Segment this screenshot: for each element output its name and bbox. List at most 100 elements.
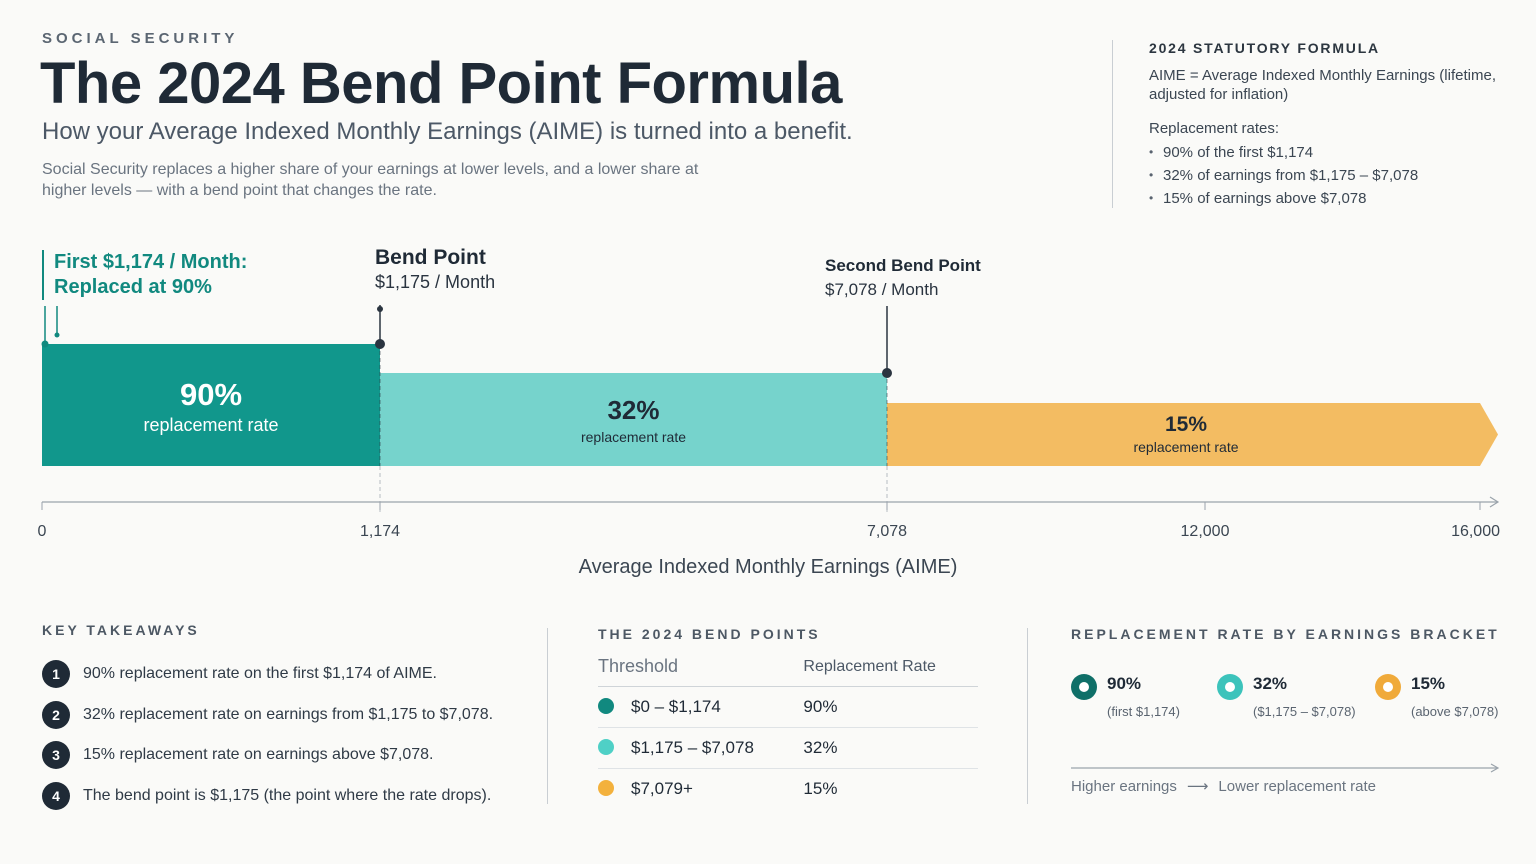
takeaways-list: 1 90% replacement rate on the first $1,17… [42, 654, 522, 816]
subtitle: How your Average Indexed Monthly Earning… [42, 118, 853, 145]
rate-cell: 32% [803, 727, 978, 769]
bend-point-title: Bend Point [375, 246, 486, 269]
segment-sublabel: replacement rate [143, 415, 279, 435]
bar-segment-32 [380, 373, 887, 466]
takeaway-text: 15% replacement rate on earnings above $… [83, 746, 434, 764]
second-bend-point-value: $7,078 / Month [825, 280, 939, 299]
description: Social Security replaces a higher share … [42, 161, 699, 199]
segment-pct: 90% [179, 377, 243, 412]
color-dot-icon [598, 739, 614, 755]
bend-points-table: THE 2024 BEND POINTS Threshold Replaceme… [598, 626, 978, 810]
x-tick-label: 1,174 [360, 523, 400, 540]
threshold-text: $1,175 – $7,078 [631, 738, 754, 757]
rate-legend: REPLACEMENT RATE BY EARNINGS BRACKET 90%… [1071, 626, 1501, 795]
formula-panel: 2024 STATUTORY FORMULA AIME = Average In… [1112, 40, 1522, 210]
segment-sublabel: replacement rate [580, 429, 687, 445]
rates-heading: Replacement rates: [1149, 120, 1280, 137]
bend-table-heading: THE 2024 BEND POINTS [598, 626, 821, 642]
legend-range: (above $7,078) [1411, 704, 1499, 719]
x-tick-label: 0 [38, 523, 47, 540]
takeaways-heading: KEY TAKEAWAYS [42, 622, 200, 638]
ring-icon [1217, 674, 1243, 700]
legend-range: ($1,175 – $7,078) [1253, 704, 1356, 719]
rates-list: 90% of the first $1,174 32% of earnings … [1149, 141, 1522, 210]
table-header-row: Threshold Replacement Rate [598, 656, 978, 687]
legend-range: (first $1,174) [1107, 704, 1180, 719]
x-tick-label: 16,000 [1451, 523, 1500, 540]
table-row: $1,175 – $7,078 32% [598, 727, 978, 769]
segment-label-15: 15% replacement rate [887, 413, 1485, 455]
first-bracket-line1: First $1,174 / Month: [54, 251, 248, 273]
threshold-text: $7,079+ [631, 779, 693, 799]
takeaway-text: 90% replacement rate on the first $1,174… [83, 665, 437, 683]
color-dot-icon [598, 698, 614, 714]
threshold-cell: $1,175 – $7,078 [598, 727, 804, 769]
number-badge: 4 [42, 781, 70, 810]
second-bend-point-title: Second Bend Point [825, 256, 981, 275]
color-dot-icon [598, 780, 614, 797]
first-bracket-annotation: First $1,174 / Month: Replaced at 90% [42, 250, 247, 300]
segment-pct: 15% [1164, 413, 1208, 436]
number-badge: 1 [42, 660, 70, 689]
segment-label-32: 32% replacement rate [380, 395, 887, 445]
eyebrow: SOCIAL SECURITY [42, 30, 239, 47]
number-badge: 2 [42, 700, 70, 729]
threshold-cell: $0 – $1,174 [598, 686, 804, 728]
bend-point-value: $1,175 / Month [375, 272, 496, 292]
key-takeaways: KEY TAKEAWAYS 1 90% replacement rate on t… [42, 622, 522, 816]
bend-point-chart: 0 1,174 7,078 12,000 16,000 [38, 305, 1500, 540]
page-title: The 2024 Bend Point Formula [40, 51, 842, 116]
first-marker-dot [41, 340, 49, 348]
rate-cell: 90% [803, 686, 978, 728]
rate-item: 90% of the first $1,174 [1149, 141, 1522, 164]
first-bracket-line2: Replaced at 90% [54, 276, 212, 298]
bend-point-marker-dot [375, 339, 385, 349]
legend-item: 32% ($1,175 – $7,078) [1217, 674, 1375, 719]
table-row: $7,079+ 15% [598, 769, 978, 810]
segment-pct: 32% [607, 395, 660, 425]
legend-pct: 90% [1107, 674, 1142, 693]
bend-point-annotation: Bend Point $1,175 / Month [375, 246, 495, 293]
rate-cell: 15% [803, 779, 838, 799]
segment-sublabel: replacement rate [1133, 439, 1239, 455]
second-bend-point-annotation: Second Bend Point $7,078 / Month [825, 256, 981, 300]
x-axis-title: Average Indexed Monthly Earnings (AIME) [578, 556, 958, 578]
ring-icon [1375, 674, 1401, 700]
bend-table: Threshold Replacement Rate $0 – $1,174 9… [598, 656, 978, 810]
rate-item: 15% of earnings above $7,078 [1149, 187, 1522, 210]
second-bend-marker-dot [882, 368, 892, 378]
takeaway-text: The bend point is $1,175 (the point wher… [83, 786, 492, 804]
list-item: 4 The bend point is $1,175 (the point whe… [42, 776, 522, 817]
number-badge: 3 [42, 741, 70, 770]
divider [1027, 628, 1028, 804]
col-threshold: Threshold [598, 656, 804, 687]
arrow-line-icon [1071, 763, 1500, 773]
threshold-cell: $7,079+ [598, 769, 803, 810]
legend-pct: 32% [1253, 674, 1288, 693]
arrow-right-icon: ⟶ [1186, 778, 1209, 795]
bend-point-marker-cap [377, 306, 383, 312]
divider [547, 628, 548, 804]
legend-heading: REPLACEMENT RATE BY EARNINGS BRACKET [1071, 626, 1500, 642]
x-tick-label: 12,000 [1181, 523, 1230, 540]
ring-icon [1071, 674, 1097, 700]
bar-segment-15 [887, 403, 1498, 466]
bar-segment-90 [42, 344, 380, 466]
segment-label-90: 90% replacement rate [42, 377, 380, 436]
takeaway-text: 32% replacement rate on earnings from $1… [83, 705, 494, 723]
arrow-right-text: Lower replacement rate [1218, 778, 1377, 795]
list-item: 2 32% replacement rate on earnings from $… [42, 695, 522, 736]
col-rate: Replacement Rate [803, 656, 978, 687]
legend-items: 90% (first $1,174) 32% ($1,175 – $7,078) 1… [1071, 674, 1501, 719]
formula-heading: 2024 STATUTORY FORMULA [1149, 40, 1380, 56]
legend-pct: 15% [1411, 674, 1446, 693]
threshold-text: $0 – $1,174 [631, 697, 721, 716]
table-row: $0 – $1,174 90% [598, 686, 978, 728]
arrow-caption: Higher earnings ⟶ Lower replacement rate [1071, 777, 1376, 795]
list-item: 1 90% replacement rate on the first $1,17… [42, 654, 522, 695]
x-axis-arrow [1489, 496, 1500, 508]
list-item: 3 15% replacement rate on earnings above … [42, 735, 522, 776]
x-tick-label: 7,078 [867, 523, 907, 540]
first-marker-dot [54, 332, 60, 338]
arrow-left-text: Higher earnings [1071, 778, 1177, 795]
